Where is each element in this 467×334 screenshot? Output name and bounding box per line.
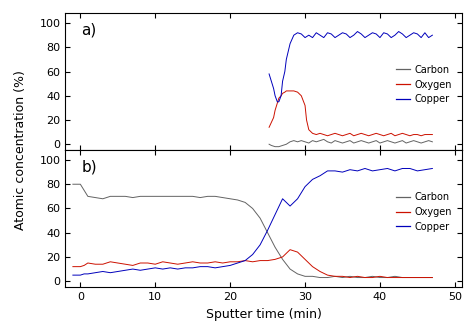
Text: a): a) [81,23,97,38]
Text: b): b) [81,160,97,175]
Text: Atomic concentration (%): Atomic concentration (%) [14,70,27,230]
Legend: Carbon, Oxygen, Copper: Carbon, Oxygen, Copper [392,61,455,108]
X-axis label: Sputter time (min): Sputter time (min) [206,308,322,321]
Legend: Carbon, Oxygen, Copper: Carbon, Oxygen, Copper [392,188,455,236]
